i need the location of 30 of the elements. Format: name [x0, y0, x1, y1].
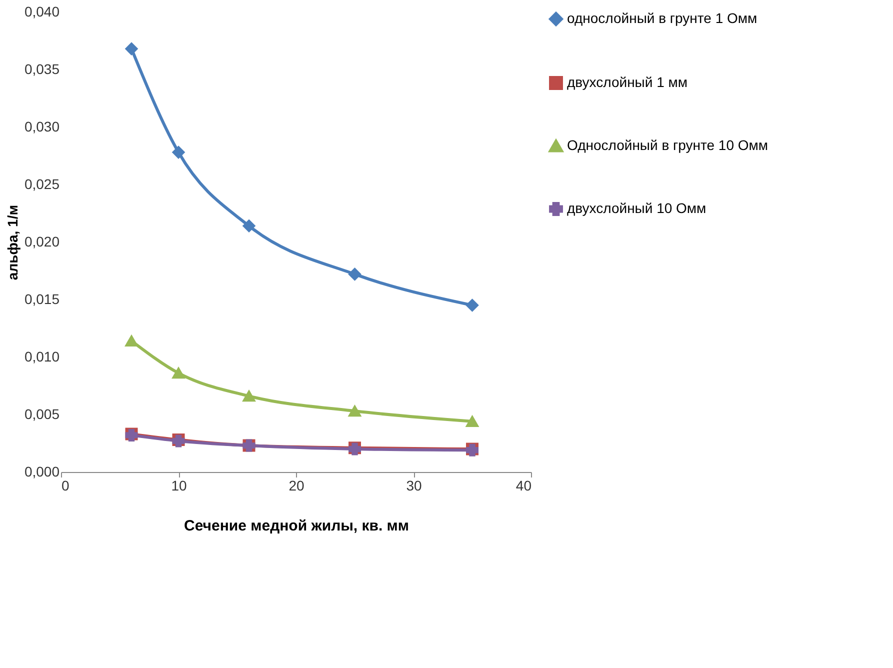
legend-label: двухслойный 10 Омм [567, 200, 706, 216]
x-tick-label: 10 [171, 478, 187, 494]
x-tick-label: 30 [406, 478, 422, 494]
x-tick-label: 40 [516, 478, 532, 494]
y-tick-label: 0,030 [24, 118, 60, 134]
x-tick-label: 0 [62, 478, 70, 494]
point [466, 416, 478, 427]
y-tick-label: 0,020 [24, 234, 60, 250]
point [348, 268, 361, 280]
y-tick-label: 0,000 [24, 464, 60, 480]
point [348, 406, 361, 417]
x-axis-title: Сечение медной жилы, кв. мм [184, 518, 409, 534]
legend-label: Однослойный в грунте 10 Омм [567, 137, 768, 153]
point [125, 335, 138, 346]
y-tick-label: 0,025 [24, 176, 60, 192]
y-tick-label: 0,015 [24, 291, 60, 307]
point [172, 368, 185, 379]
y-tick-label: 0,035 [24, 61, 60, 77]
x-tick-label: 20 [288, 478, 304, 494]
legend-label: двухслойный 1 мм [567, 74, 688, 90]
point [466, 299, 478, 312]
legend-label: однослойный в грунте 1 Омм [567, 10, 758, 26]
y-axis-title: альфа, 1/м [4, 204, 20, 280]
point [242, 220, 256, 232]
y-tick-label: 0,040 [24, 4, 60, 20]
point [125, 42, 138, 56]
y-tick-label: 0,005 [24, 406, 60, 422]
y-tick-label: 0,010 [24, 348, 60, 364]
point [242, 390, 256, 402]
point [172, 146, 185, 159]
